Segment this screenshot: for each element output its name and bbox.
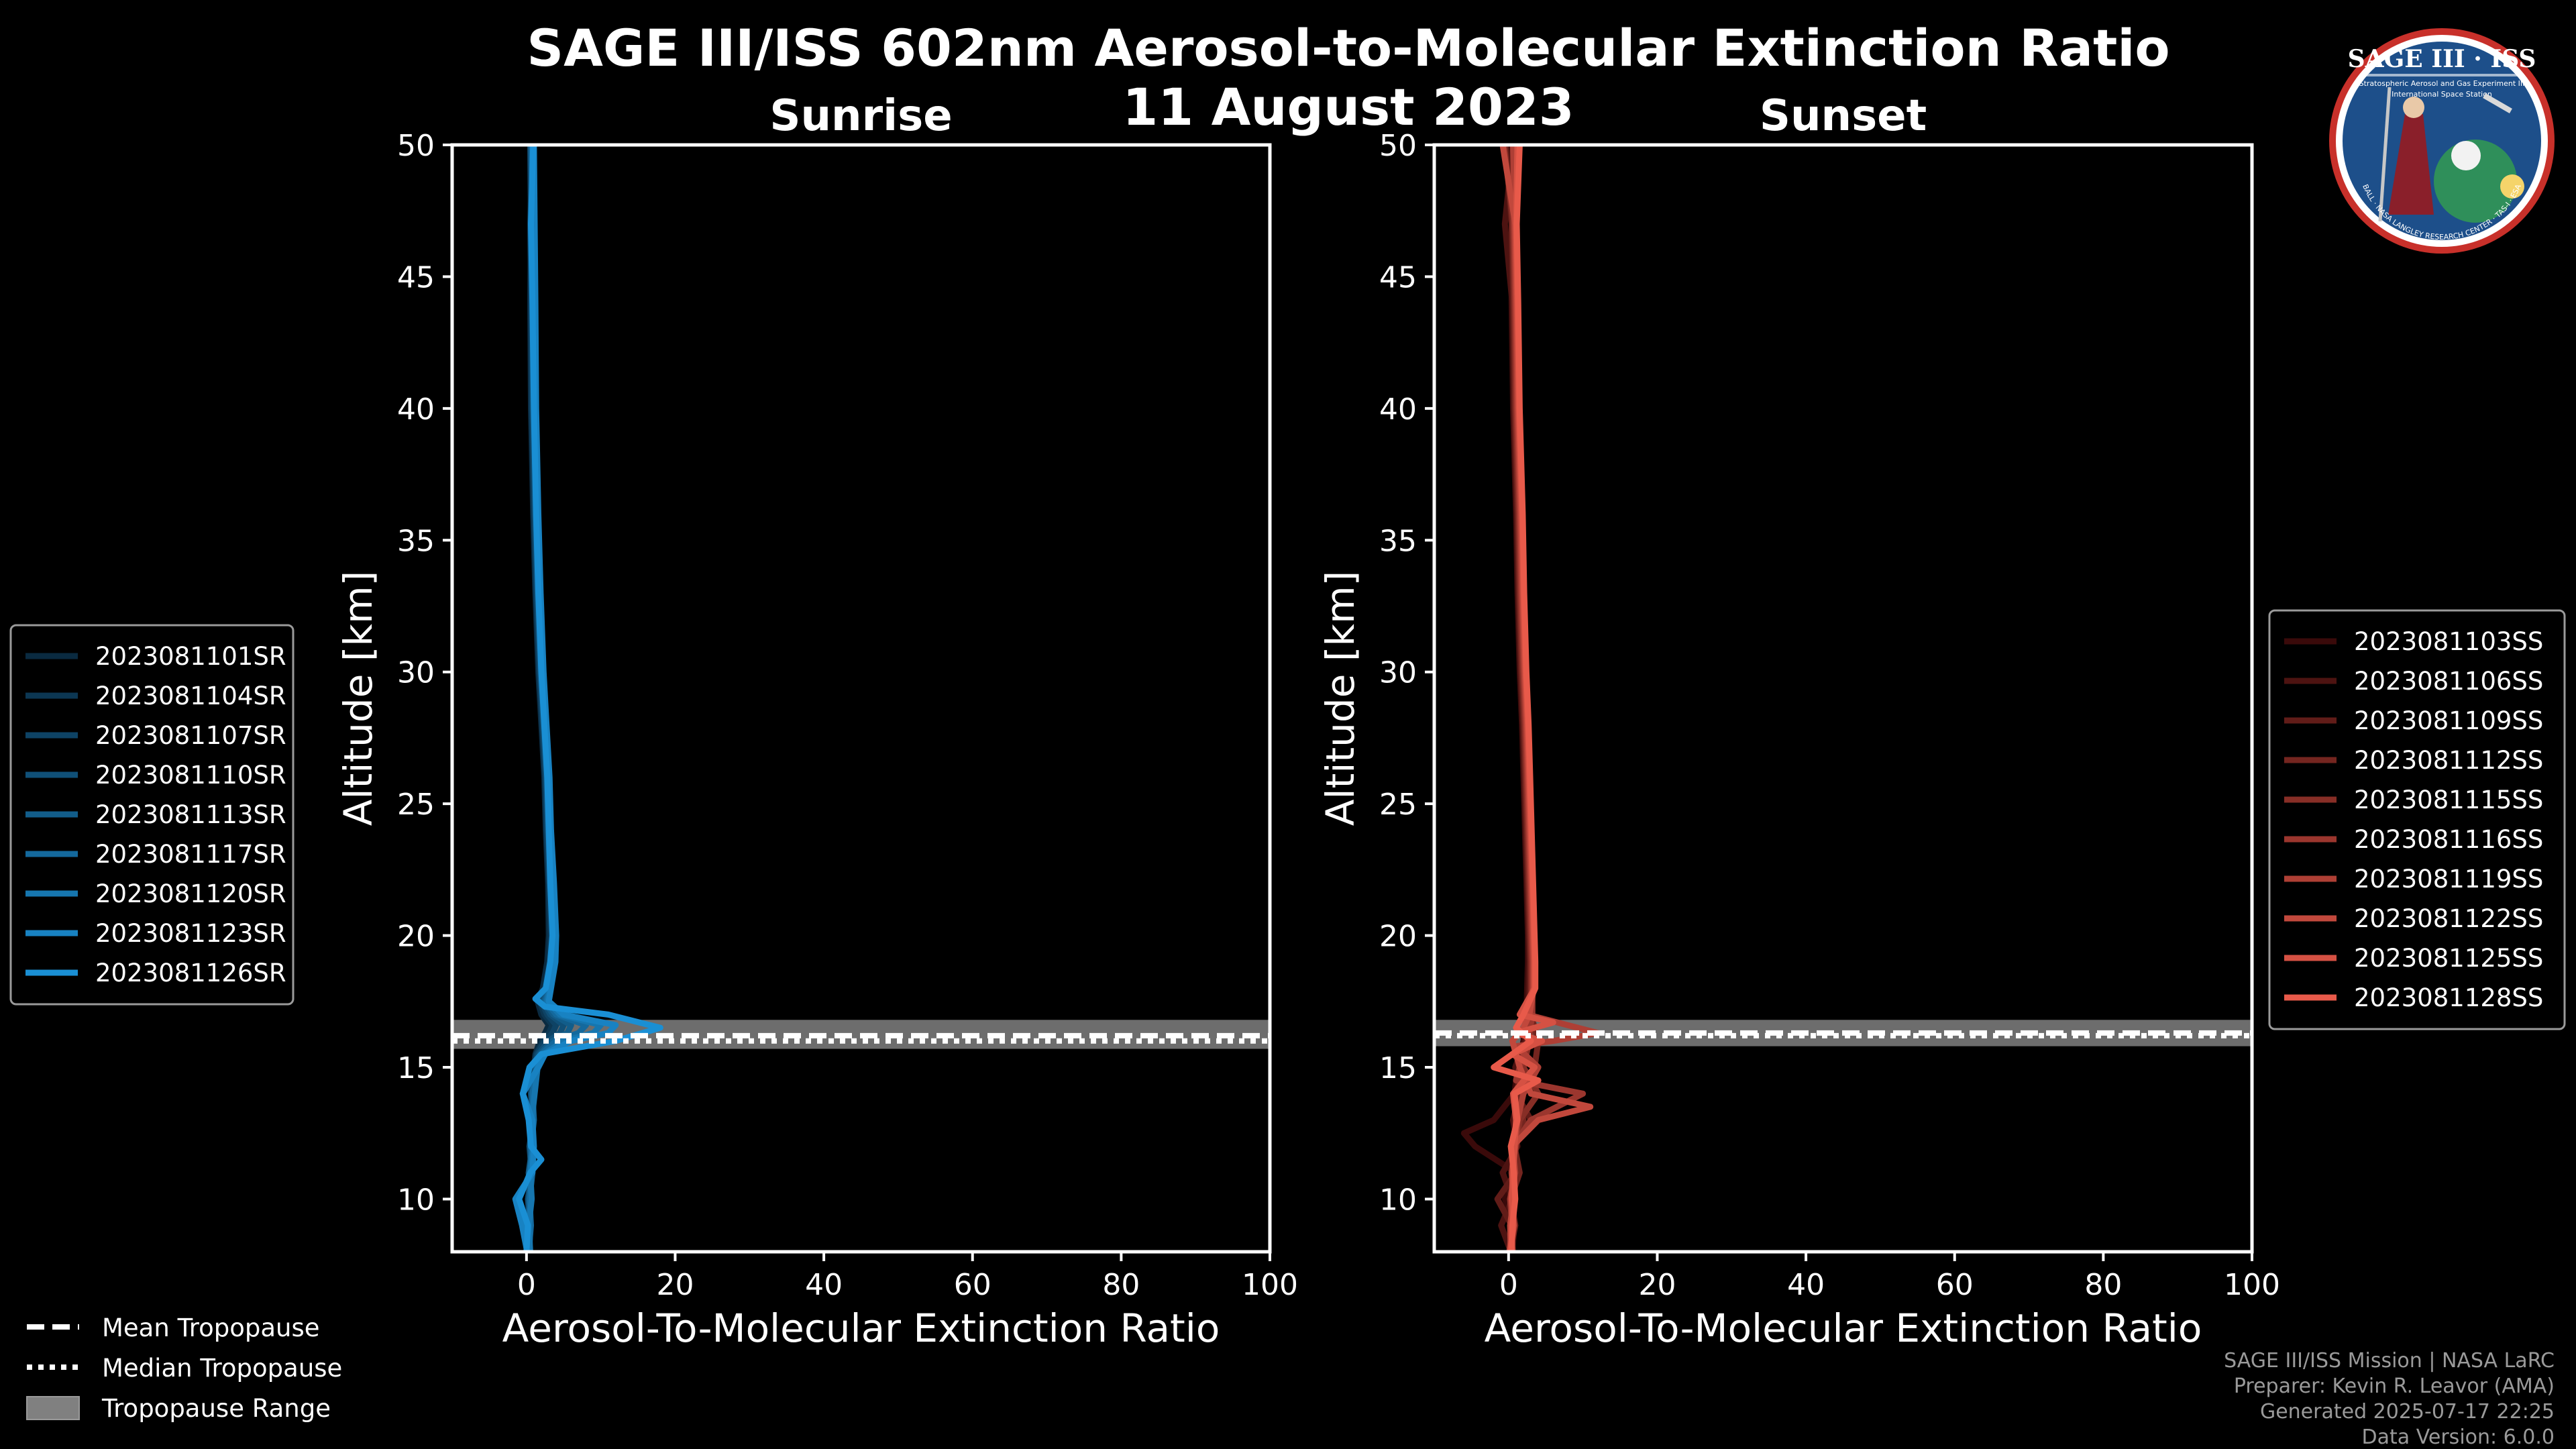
badge-sun-icon — [2500, 174, 2524, 199]
sunrise-y-tick-label: 30 — [397, 656, 435, 690]
sunset-y-tick-label: 45 — [1379, 260, 1417, 294]
sunset-x-tick-label: 100 — [2224, 1268, 2280, 1302]
sunset-x-tick-label: 40 — [1787, 1268, 1825, 1302]
sunrise-legend-label-2023081126SR: 2023081126SR — [95, 959, 286, 987]
sunrise-legend-box — [9, 624, 294, 1006]
sunrise-legend-label-2023081107SR: 2023081107SR — [95, 721, 286, 750]
sunset-legend-label-2023081109SS: 2023081109SS — [2354, 706, 2543, 735]
footer-generated: Generated 2025-07-17 22:25 — [2260, 1400, 2555, 1424]
sunrise-legend: 2023081101SR 2023081104SR 2023081107SR 2023… — [9, 624, 294, 1006]
sunrise-y-tick-label: 25 — [397, 788, 435, 822]
sunrise-y-tick-label: 50 — [397, 129, 435, 163]
sunset-plot-content — [1434, 145, 2252, 1252]
sunrise-x-axis-label: Aerosol-To-Molecular Extinction Ratio — [502, 1305, 1220, 1351]
tropopause-legend: Mean Tropopause Median Tropopause Tropop… — [26, 1313, 342, 1423]
footer-credits: SAGE III/ISS Mission | NASA LaRC Prepare… — [2224, 1349, 2555, 1449]
sage-iii-iss-badge: SAGE III · ISS Stratospheric Aerosol and… — [2329, 28, 2555, 254]
sunrise-series-line-2023081126SR — [516, 145, 663, 1252]
badge-tagline: Stratospheric Aerosol and Gas Experiment… — [2359, 79, 2525, 88]
sunrise-panel: Sunrise 0 20 40 60 80 100 10 15 20 25 30 35 40 45 50 Aer… — [335, 91, 1298, 1351]
badge-staff-icon — [2378, 87, 2392, 222]
figure-title: SAGE III/ISS 602nm Aerosol-to-Molecular … — [527, 18, 2169, 78]
figure-date: 11 August 2023 — [1122, 77, 1574, 137]
sunrise-x-tick-label: 100 — [1242, 1268, 1298, 1302]
sunset-legend-label-2023081116SS: 2023081116SS — [2354, 825, 2543, 854]
mean-tropopause-legend-label: Mean Tropopause — [102, 1313, 320, 1342]
sunset-x-tick-label: 80 — [2084, 1268, 2122, 1302]
sunset-y-tick-label: 10 — [1379, 1183, 1417, 1217]
sunset-legend: 2023081103SS 2023081106SS 2023081109SS 2023… — [2268, 609, 2566, 1030]
sunrise-plot-content — [452, 145, 1270, 1252]
sunrise-legend-label-2023081101SR: 2023081101SR — [95, 642, 286, 671]
sunset-y-tick-label: 15 — [1379, 1051, 1417, 1085]
sunset-plot-frame — [1432, 143, 2254, 1254]
tropopause-range-legend-label: Tropopause Range — [101, 1394, 331, 1423]
sunset-panel: Sunset 0 20 40 60 80 100 10 15 20 25 30 35 40 45 50 Aero… — [1318, 91, 2280, 1351]
median-tropopause-legend-label: Median Tropopause — [102, 1354, 342, 1383]
badge-station: International Space Station — [2392, 90, 2492, 99]
sunrise-x-tick-label: 0 — [517, 1268, 536, 1302]
sunset-y-tick-label: 40 — [1379, 392, 1417, 427]
sunrise-panel-title: Sunrise — [769, 91, 952, 141]
sunrise-legend-label-2023081123SR: 2023081123SR — [95, 919, 286, 948]
sunset-y-axis-label: Altitude [km] — [1318, 571, 1363, 826]
sunset-x-tick-label: 20 — [1638, 1268, 1676, 1302]
badge-title: SAGE III · ISS — [2348, 45, 2536, 73]
sunset-y-tick-label: 20 — [1379, 920, 1417, 954]
sunrise-y-tick-label: 45 — [397, 260, 435, 294]
sunrise-y-axis-label: Altitude [km] — [335, 571, 381, 826]
sunrise-legend-label-2023081120SR: 2023081120SR — [95, 879, 286, 908]
sunset-legend-label-2023081112SS: 2023081112SS — [2354, 746, 2543, 775]
sunrise-x-tick-label: 20 — [656, 1268, 694, 1302]
sunrise-legend-label-2023081117SR: 2023081117SR — [95, 840, 286, 869]
sunset-legend-label-2023081115SS: 2023081115SS — [2354, 786, 2543, 814]
sunrise-x-tick-label: 80 — [1102, 1268, 1140, 1302]
footer-preparer: Preparer: Kevin R. Leavor (AMA) — [2234, 1375, 2555, 1398]
footer-mission: SAGE III/ISS Mission | NASA LaRC — [2224, 1349, 2555, 1373]
sunset-legend-box — [2268, 609, 2566, 1030]
sunset-plot-area — [1434, 145, 2252, 1252]
sunrise-plot-frame — [450, 143, 1272, 1254]
sunset-legend-label-2023081125SS: 2023081125SS — [2354, 944, 2543, 973]
sunset-y-tick-label: 30 — [1379, 656, 1417, 690]
sunset-legend-label-2023081119SS: 2023081119SS — [2354, 865, 2543, 894]
sunrise-legend-label-2023081113SR: 2023081113SR — [95, 800, 286, 829]
sunrise-y-tick-label: 20 — [397, 920, 435, 954]
sunset-x-axis-label: Aerosol-To-Molecular Extinction Ratio — [1485, 1305, 2202, 1351]
footer-data-version: Data Version: 6.0.0 — [2362, 1426, 2555, 1449]
badge-divider — [2361, 74, 2522, 76]
sunset-y-tick-label: 25 — [1379, 788, 1417, 822]
sunset-x-tick-label: 0 — [1499, 1268, 1518, 1302]
sunset-y-tick-label: 35 — [1379, 524, 1417, 558]
sunrise-x-tick-label: 40 — [805, 1268, 843, 1302]
sunrise-plot-area — [452, 145, 1270, 1252]
sunrise-legend-label-2023081110SR: 2023081110SR — [95, 761, 286, 790]
sunset-series-line-2023081128SS — [1491, 145, 1542, 1252]
sunrise-y-tick-label: 15 — [397, 1051, 435, 1085]
tropopause-range-legend-patch — [26, 1396, 80, 1420]
sunrise-y-tick-label: 35 — [397, 524, 435, 558]
badge-figure-robe-icon — [2388, 114, 2434, 215]
sunset-legend-label-2023081128SS: 2023081128SS — [2354, 983, 2543, 1012]
sunset-y-tick-label: 50 — [1379, 129, 1417, 163]
badge-figure-head-icon — [2403, 97, 2424, 118]
sunrise-y-tick-label: 40 — [397, 392, 435, 427]
sunrise-y-tick-label: 10 — [397, 1183, 435, 1217]
sunset-x-tick-label: 60 — [1936, 1268, 1974, 1302]
sunset-legend-label-2023081122SS: 2023081122SS — [2354, 904, 2543, 933]
badge-station-icon — [2483, 93, 2512, 113]
sunset-panel-title: Sunset — [1760, 91, 1927, 141]
sunset-legend-label-2023081103SS: 2023081103SS — [2354, 627, 2543, 656]
sunrise-legend-label-2023081104SR: 2023081104SR — [95, 682, 286, 710]
sunrise-x-tick-label: 60 — [954, 1268, 991, 1302]
badge-moon-icon — [2451, 141, 2481, 170]
sunset-legend-label-2023081106SS: 2023081106SS — [2354, 667, 2543, 696]
